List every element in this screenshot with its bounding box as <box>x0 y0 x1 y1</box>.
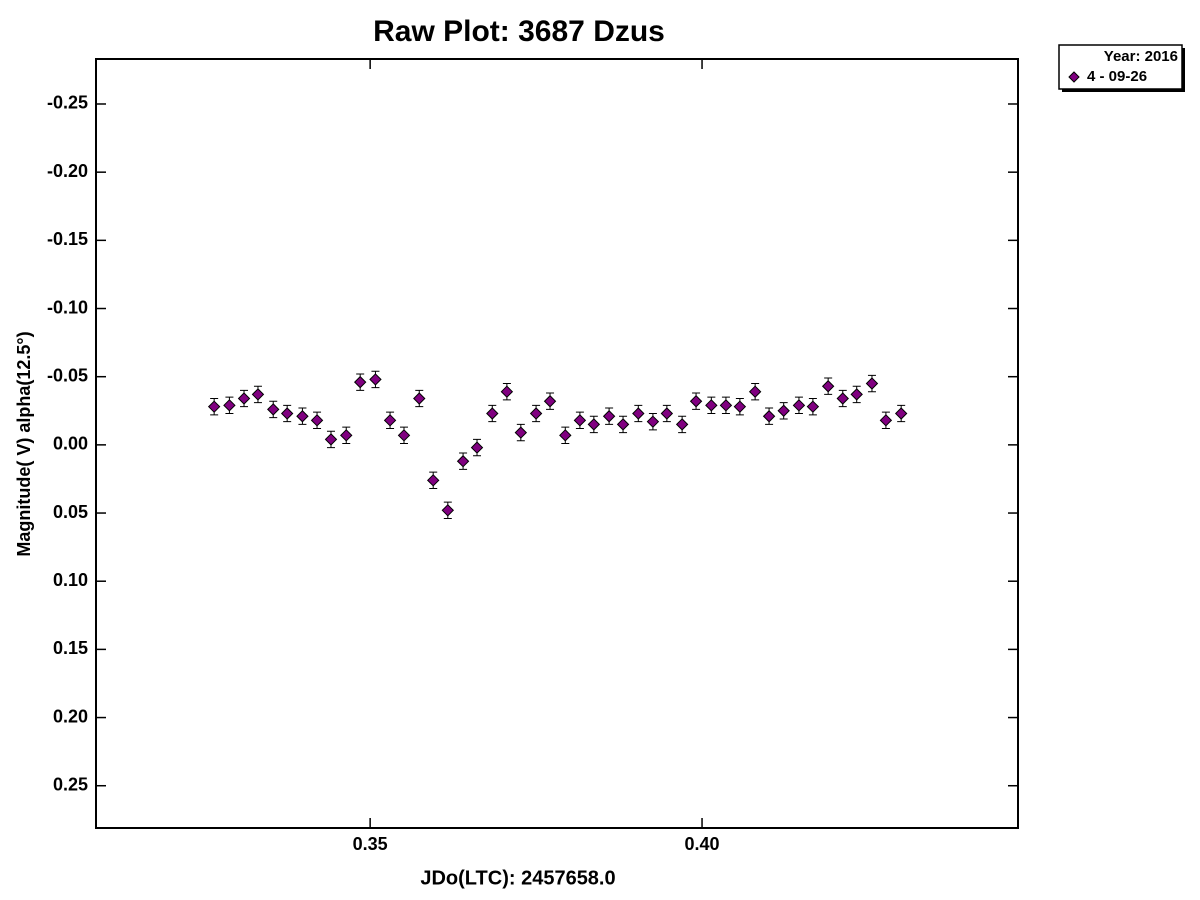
y-tick-label: 0.25 <box>53 774 88 794</box>
data-point <box>792 399 806 412</box>
data-point <box>675 418 689 431</box>
data-point <box>324 433 338 446</box>
y-tick-label: -0.15 <box>47 229 88 249</box>
x-tick-label: 0.35 <box>353 834 388 854</box>
data-point <box>543 395 557 408</box>
data-point <box>646 415 660 428</box>
data-point <box>529 407 543 420</box>
data-point <box>705 399 718 412</box>
data-point <box>689 395 703 408</box>
data-point <box>267 403 280 416</box>
y-tick-label: -0.25 <box>47 93 88 113</box>
data-point <box>806 400 820 413</box>
data-point <box>748 385 762 398</box>
data-point <box>879 414 893 427</box>
y-tick-label: 0.15 <box>53 638 88 658</box>
data-point <box>251 388 265 401</box>
data-point <box>353 375 367 389</box>
data-point <box>369 373 382 386</box>
data-point <box>573 414 587 427</box>
data-point <box>456 455 470 468</box>
data-point <box>280 407 294 420</box>
data-point <box>207 400 221 413</box>
data-point <box>441 504 455 517</box>
data-point <box>850 388 863 401</box>
data-point <box>413 392 426 405</box>
data-point <box>310 414 324 427</box>
data-point <box>296 410 309 423</box>
data-point <box>587 418 601 431</box>
data-point <box>500 385 514 398</box>
y-tick-label: -0.10 <box>47 297 88 317</box>
data-point <box>340 429 353 442</box>
y-tick-label: 0.20 <box>53 706 88 726</box>
x-tick-label: 0.40 <box>685 834 720 854</box>
y-axis-label: Magnitude( V) alpha(12.5°) <box>14 331 34 556</box>
data-point <box>865 377 879 390</box>
legend-box <box>1058 44 1183 90</box>
data-point <box>821 380 835 393</box>
y-tick-label: -0.05 <box>47 365 88 385</box>
y-tick-label: -0.20 <box>47 161 88 181</box>
legend-title: Year: 2016 <box>1104 48 1178 65</box>
data-point <box>733 400 747 413</box>
data-point <box>616 418 630 431</box>
data-point <box>223 399 236 412</box>
data-point <box>836 392 849 405</box>
legend-marker <box>1068 71 1080 83</box>
legend-label: 4 - 09-26 <box>1087 68 1147 85</box>
data-point <box>383 414 397 427</box>
plot-frame <box>95 58 1019 829</box>
data-point <box>602 410 616 423</box>
data-point <box>660 407 674 420</box>
data-point <box>514 426 528 439</box>
chart-title: Raw Plot: 3687 Dzus <box>373 15 665 48</box>
data-point <box>397 429 411 442</box>
data-point <box>426 474 440 487</box>
data-point <box>486 407 499 420</box>
data-point <box>237 392 251 405</box>
data-point <box>762 410 776 423</box>
x-axis-label: JDo(LTC): 2457658.0 <box>420 867 615 889</box>
y-tick-label: 0.00 <box>53 434 88 454</box>
data-point <box>470 441 484 454</box>
data-point <box>894 407 908 420</box>
data-point <box>632 407 645 420</box>
data-point <box>777 404 790 417</box>
data-point <box>559 429 572 442</box>
y-tick-label: 0.10 <box>53 570 88 590</box>
y-tick-label: 0.05 <box>53 502 88 522</box>
data-point <box>719 399 733 412</box>
